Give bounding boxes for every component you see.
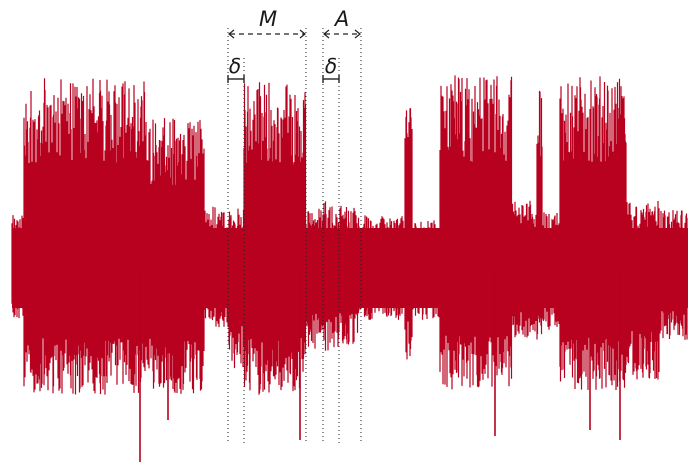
m-span-arrow [228, 29, 306, 39]
delta-1-bracket [227, 75, 245, 83]
signal-waveform [11, 75, 688, 462]
guide-lines [227, 28, 362, 444]
m-span-label: M [259, 7, 277, 31]
delta-2-bracket [322, 75, 340, 83]
waveform-core [12, 228, 688, 308]
delta-2-label: δ [325, 54, 337, 78]
a-span-label: A [333, 7, 349, 31]
delta-1-label: δ [229, 54, 241, 78]
a-span-arrow [323, 29, 361, 39]
